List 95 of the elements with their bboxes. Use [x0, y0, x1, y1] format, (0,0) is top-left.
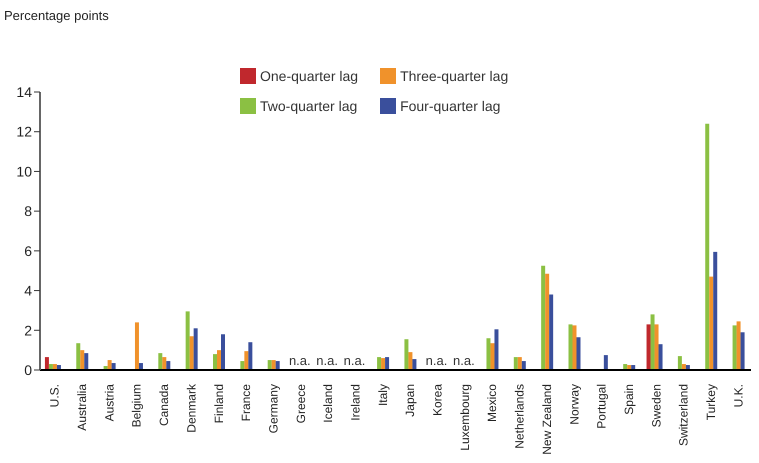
bar [650, 314, 655, 370]
bar [736, 321, 741, 370]
bar [518, 357, 522, 370]
x-tick-label: Korea [430, 384, 445, 416]
bar [240, 361, 244, 370]
annotation: n.a. [453, 353, 475, 368]
bar [522, 361, 526, 370]
bar [186, 311, 190, 370]
x-tick-label: Sweden [649, 384, 664, 428]
y-tick-label: 0 [24, 362, 32, 378]
bar [276, 361, 280, 370]
bar [76, 343, 80, 370]
bar [576, 337, 580, 370]
bar [541, 266, 546, 370]
x-tick-label: Switzerland [676, 384, 691, 446]
bar [244, 351, 248, 370]
y-tick-label: 10 [16, 163, 32, 180]
legend-label: Two-quarter lag [260, 98, 358, 114]
x-tick-label: New Zealand [540, 384, 554, 455]
bar [134, 322, 139, 370]
bar [572, 325, 576, 370]
x-tick-label: Greece [294, 384, 308, 424]
bar [412, 359, 416, 370]
bar [381, 358, 386, 370]
bar [44, 357, 49, 370]
bar [514, 357, 518, 370]
x-tick-label: Finland [212, 384, 226, 424]
bar [732, 325, 737, 370]
x-tick-label: Spain [622, 384, 636, 415]
bar [80, 350, 84, 370]
x-tick-label: Canada [157, 384, 172, 426]
bar [404, 339, 408, 370]
bar [490, 343, 494, 370]
x-tick-label: Italy [376, 384, 390, 406]
x-tick-label: Australia [75, 384, 90, 431]
x-tick-label: Mexico [485, 384, 500, 422]
annotation: n.a. [426, 353, 448, 368]
x-tick-label: Netherlands [512, 384, 527, 449]
y-axis-title: Percentage points [4, 8, 109, 23]
bar [646, 324, 651, 370]
bar [568, 324, 572, 370]
bar [705, 124, 710, 370]
bar [158, 353, 162, 370]
bar [213, 354, 217, 370]
x-tick-label: Japan [403, 384, 418, 417]
bar [709, 276, 714, 370]
x-tick-label: Norway [567, 384, 582, 425]
bar [377, 357, 382, 370]
bar [248, 342, 252, 370]
bar [221, 334, 225, 370]
y-tick-label: 12 [16, 124, 32, 140]
bar [194, 328, 198, 370]
x-tick-label: Ireland [348, 384, 362, 421]
x-tick-label: Austria [102, 384, 116, 422]
x-tick-label: U.S. [48, 384, 62, 408]
y-tick-label: 4 [24, 282, 32, 299]
bar [385, 357, 390, 370]
x-tick-label: U.K. [731, 384, 746, 408]
bar [268, 360, 272, 370]
annotation: n.a. [344, 353, 366, 368]
y-tick-label: 2 [24, 322, 32, 338]
bar [108, 360, 112, 370]
bar [217, 350, 221, 370]
legend-label: One-quarter lag [260, 68, 358, 84]
x-tick-label: Belgium [130, 384, 144, 428]
bar [604, 355, 608, 370]
bar [713, 252, 718, 370]
annotation: n.a. [316, 353, 338, 368]
bar [162, 357, 166, 370]
bar [545, 274, 550, 370]
x-tick-label: Turkey [704, 384, 718, 420]
bar [678, 356, 682, 370]
bar [658, 344, 663, 370]
bar [494, 329, 498, 370]
bar [654, 324, 659, 370]
bar [549, 294, 554, 370]
y-tick-label: 8 [24, 203, 32, 220]
bar [272, 360, 276, 370]
x-tick-label: Denmark [184, 383, 198, 433]
y-tick-label: 14 [16, 84, 32, 100]
x-tick-label: Germany [266, 384, 280, 434]
legend-label: Four-quarter lag [400, 98, 500, 114]
bar [740, 332, 745, 370]
bar [84, 353, 88, 370]
bar [486, 338, 490, 370]
bar [166, 361, 170, 370]
y-tick-label: 6 [24, 242, 32, 259]
x-tick-label: Portugal [594, 384, 609, 429]
x-tick-label: Luxembourg [458, 384, 472, 451]
legend-label: Three-quarter lag [400, 68, 508, 84]
x-tick-label: France [239, 384, 254, 422]
bar [190, 336, 194, 370]
annotation: n.a. [288, 353, 311, 368]
bar [408, 352, 412, 370]
x-tick-label: Iceland [321, 384, 336, 423]
